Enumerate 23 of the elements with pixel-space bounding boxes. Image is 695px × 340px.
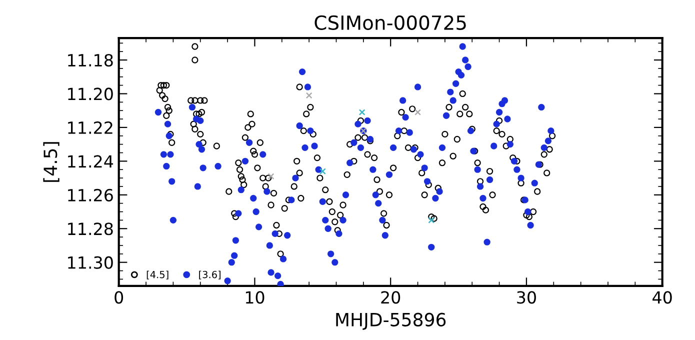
x-tick-label: 10 bbox=[246, 291, 264, 304]
point bbox=[414, 109, 421, 116]
point bbox=[428, 216, 435, 224]
point bbox=[268, 173, 274, 180]
y-tick-label: 11.26 bbox=[68, 188, 113, 202]
x-tick-label: 0 bbox=[114, 291, 124, 304]
legend-label: [4.5] bbox=[146, 270, 168, 280]
y-tick-label: 11.28 bbox=[68, 222, 113, 236]
y-tick-label: 11.30 bbox=[68, 256, 113, 269]
x-tick-label: 40 bbox=[652, 291, 672, 304]
legend-label: [3.6] bbox=[199, 270, 220, 280]
x-axis-title: MHJD-55896 bbox=[336, 312, 446, 330]
y-axis-title: [4.5] bbox=[43, 142, 60, 182]
y-tick-label: 11.22 bbox=[68, 121, 112, 134]
point bbox=[319, 168, 326, 175]
point bbox=[358, 109, 366, 116]
point bbox=[306, 92, 312, 99]
x-tick-label: 30 bbox=[517, 291, 536, 304]
y-tick-label: 11.18 bbox=[68, 54, 113, 67]
y-tick-label: 11.20 bbox=[68, 88, 113, 100]
chart-title: CSIMon-000725 bbox=[314, 15, 466, 30]
y-tick-label: 11.24 bbox=[68, 155, 114, 168]
x-tick-label: 20 bbox=[381, 291, 400, 304]
